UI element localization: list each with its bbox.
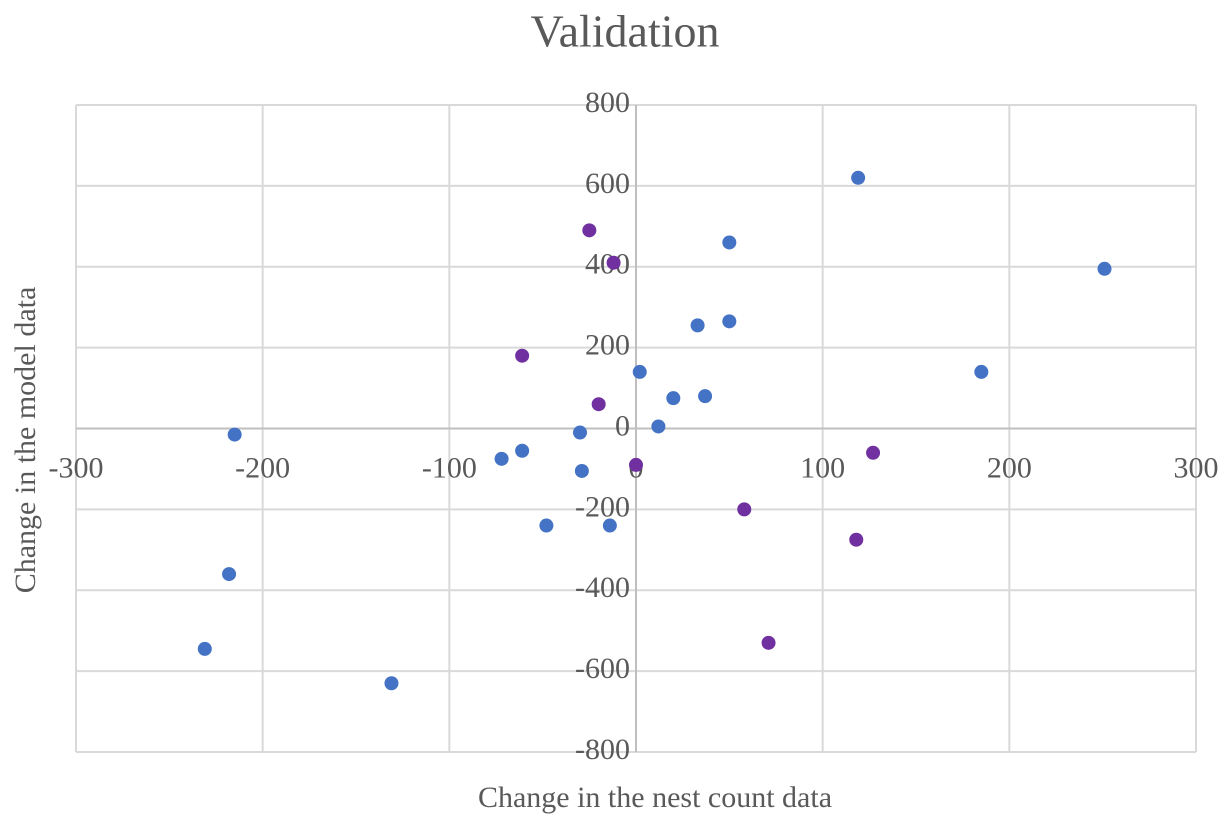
point (197, 641, 212, 656)
point (737, 502, 752, 517)
point (602, 518, 617, 533)
point (494, 451, 509, 466)
y-tick-label: 600 (585, 167, 630, 200)
x-tick-label: -100 (422, 451, 477, 484)
point (866, 445, 881, 460)
point (666, 391, 681, 406)
y-tick-label: 200 (585, 329, 630, 362)
point (849, 532, 864, 547)
point (1097, 261, 1112, 276)
x-tick-label: -300 (49, 451, 104, 484)
point (722, 235, 737, 250)
point (722, 314, 737, 329)
y-tick-label: -600 (575, 652, 630, 685)
point (974, 364, 989, 379)
point (539, 518, 554, 533)
point (629, 457, 643, 472)
y-tick-label: -800 (575, 733, 630, 766)
point (574, 463, 589, 478)
point (632, 364, 647, 379)
point (582, 223, 597, 238)
point (227, 427, 242, 442)
y-tick-label: -200 (575, 490, 630, 523)
point (690, 318, 705, 333)
y-tick-label: 0 (615, 409, 630, 442)
point (515, 443, 530, 458)
point (698, 389, 713, 404)
x-tick-label: -200 (235, 451, 290, 484)
x-tick-label: 100 (800, 451, 845, 484)
point (573, 425, 587, 440)
y-tick-label: -400 (575, 571, 630, 604)
point (591, 397, 606, 412)
x-axis-label: Change in the nest count data (478, 781, 832, 814)
point (851, 170, 866, 185)
chart-title: Validation (530, 6, 719, 57)
y-axis-label: Change in the model data (9, 287, 42, 594)
x-tick-label: 200 (987, 451, 1032, 484)
point (761, 635, 776, 650)
x-tick-label: 300 (1174, 451, 1219, 484)
point (651, 419, 666, 434)
point (606, 255, 621, 270)
y-tick-label: 800 (585, 86, 630, 119)
point (515, 348, 530, 363)
point (384, 676, 399, 691)
point (222, 567, 237, 582)
